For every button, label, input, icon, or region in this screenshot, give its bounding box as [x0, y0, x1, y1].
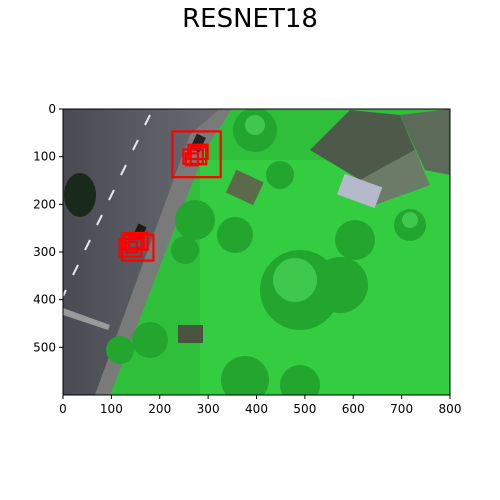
detection-box	[120, 233, 155, 262]
x-tick-label: 100	[100, 402, 123, 416]
y-tick-label: 300	[33, 245, 56, 259]
x-axis: 0 100 200 300 400 500 600 700 800	[59, 395, 461, 416]
y-tick-label: 200	[33, 197, 56, 211]
figure-title: RESNET18	[182, 4, 318, 34]
y-tick-label: 400	[33, 293, 56, 307]
aerial-image	[63, 109, 450, 395]
detection-box	[184, 152, 200, 167]
x-tick-label: 400	[245, 402, 268, 416]
x-tick-label: 800	[439, 402, 462, 416]
x-tick-label: 200	[148, 402, 171, 416]
x-tick-label: 600	[342, 402, 365, 416]
detection-boxes	[118, 130, 222, 262]
y-tick-label: 0	[48, 102, 56, 116]
detection-box	[125, 240, 139, 254]
detection-box	[171, 130, 222, 179]
y-axis: 0 100 200 300 400 500	[33, 102, 63, 354]
x-tick-label: 700	[390, 402, 413, 416]
building-roof	[310, 110, 415, 180]
y-tick-label: 500	[33, 340, 56, 354]
x-tick-label: 500	[293, 402, 316, 416]
lane-markings	[63, 114, 151, 297]
x-tick-label: 300	[197, 402, 220, 416]
x-tick-label: 0	[59, 402, 67, 416]
y-tick-label: 100	[33, 150, 56, 164]
